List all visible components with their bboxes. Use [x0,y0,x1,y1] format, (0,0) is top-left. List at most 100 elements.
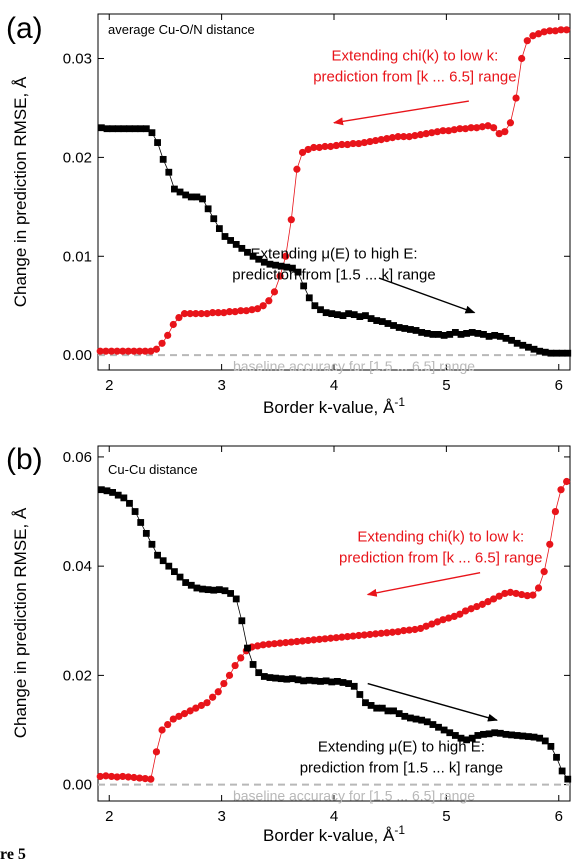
data-point [484,122,492,130]
data-point [159,557,167,565]
data-point [315,143,323,152]
data-point [232,241,240,248]
x-tick-label: 6 [555,377,563,394]
data-point [529,591,537,599]
data-point [321,635,329,643]
data-point [272,674,279,682]
data-point [405,133,413,141]
data-point [362,699,369,707]
x-axis-label-a: Border k-value, Å-1 [263,395,405,417]
data-point [276,272,284,280]
data-point [276,639,284,647]
data-point [501,128,509,136]
data-point [328,678,336,686]
series-red-chi-k [96,477,571,783]
data-point [147,775,155,783]
data-point [282,252,290,260]
data-point [390,707,397,715]
data-point [540,568,548,576]
data-point [405,626,413,634]
data-point [478,123,486,131]
data-point [193,193,201,201]
data-point [107,347,116,355]
data-point [165,168,173,176]
data-point [534,584,543,592]
data-point [142,125,150,133]
x-tick-label: 5 [442,808,450,825]
data-point [401,325,409,332]
annotation-line: prediction from [1.5 ... k] range [300,759,503,776]
data-point [204,586,212,594]
data-point [130,773,138,782]
data-point [135,347,144,355]
x-axis-label-a-sup: -1 [394,395,405,409]
data-point [265,640,273,648]
data-point [119,772,127,781]
series-group-b [96,477,572,783]
data-point [114,491,122,499]
data-point [305,294,313,302]
y-tick-label: 0.04 [63,558,92,575]
annotation-line: Extending μ(E) to high E: [250,245,417,262]
data-point [315,635,323,643]
data-point [176,188,184,196]
data-point [311,302,319,310]
data-point [362,312,369,320]
data-point [193,584,201,592]
data-point [423,330,431,337]
data-point [192,310,200,318]
data-point [253,642,262,650]
data-point [300,282,308,290]
data-point [253,305,262,313]
data-point [411,132,419,140]
data-point [394,628,402,636]
data-point [523,37,531,45]
data-point [518,54,526,63]
data-point [317,306,324,314]
data-point [541,737,549,745]
data-point [339,679,347,686]
data-point [474,330,482,337]
data-point [192,704,200,712]
data-point [411,625,419,634]
data-point [204,205,212,213]
data-point [429,331,437,338]
data-point [484,598,492,606]
data-point [305,676,313,684]
data-point [282,639,290,647]
data-point [242,307,250,315]
data-point [468,329,476,336]
data-point [103,487,111,495]
data-point [489,595,498,603]
data-point [322,309,330,317]
data-point [468,734,476,742]
data-point [350,311,358,319]
data-point [225,308,234,316]
data-point [287,216,295,224]
data-point [317,677,324,685]
x-axis-ticks-b: 2 3 4 5 6 [105,446,563,825]
data-point [338,140,346,149]
data-point [373,317,381,324]
data-point [485,332,493,340]
data-point [287,638,295,646]
data-point [541,348,549,356]
data-point [197,310,205,318]
data-point [266,260,274,268]
data-point [480,331,487,338]
data-point [489,124,498,132]
data-point [345,310,353,318]
data-point [461,125,470,133]
data-point [113,347,121,355]
data-point [456,125,464,133]
data-point [310,636,318,644]
data-point [512,94,520,102]
data-point [215,225,223,232]
data-point [147,347,155,355]
data-point [496,729,504,737]
data-point [244,644,251,652]
data-point [338,633,346,641]
annotation-text: Extending chi(k) to low k: prediction fro… [339,529,542,567]
x-tick-label: 6 [555,808,563,825]
data-point [356,691,364,698]
